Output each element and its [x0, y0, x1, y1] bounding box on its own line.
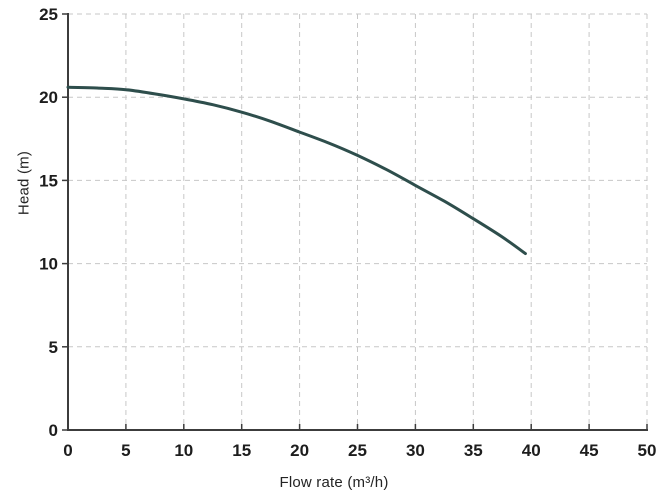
y-tick-label: 0 [49, 421, 58, 440]
y-tick-label: 25 [39, 5, 58, 24]
y-tick-label: 5 [49, 338, 58, 357]
x-tick-label: 30 [406, 441, 425, 460]
x-tick-label: 35 [464, 441, 483, 460]
x-tick-label: 50 [638, 441, 657, 460]
x-tick-label: 25 [348, 441, 367, 460]
x-axis-title: Flow rate (m³/h) [279, 474, 389, 491]
y-tick-label: 15 [39, 171, 58, 190]
x-tick-label: 15 [232, 441, 251, 460]
x-tick-label: 20 [290, 441, 309, 460]
pump-head-curve-line [66, 85, 527, 256]
x-tick-label: 0 [63, 441, 72, 460]
x-tick-label: 5 [121, 441, 130, 460]
y-tick-label: 10 [39, 255, 58, 274]
x-tick-label: 10 [174, 441, 193, 460]
y-axis-title: Head (m) [15, 150, 33, 216]
x-tick-label: 40 [522, 441, 541, 460]
x-tick-label: 45 [580, 441, 599, 460]
y-tick-label: 20 [39, 88, 58, 107]
